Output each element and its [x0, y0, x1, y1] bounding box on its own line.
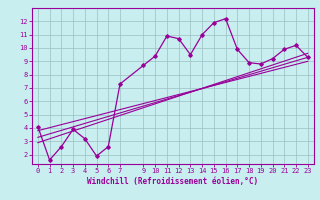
X-axis label: Windchill (Refroidissement éolien,°C): Windchill (Refroidissement éolien,°C)	[87, 177, 258, 186]
